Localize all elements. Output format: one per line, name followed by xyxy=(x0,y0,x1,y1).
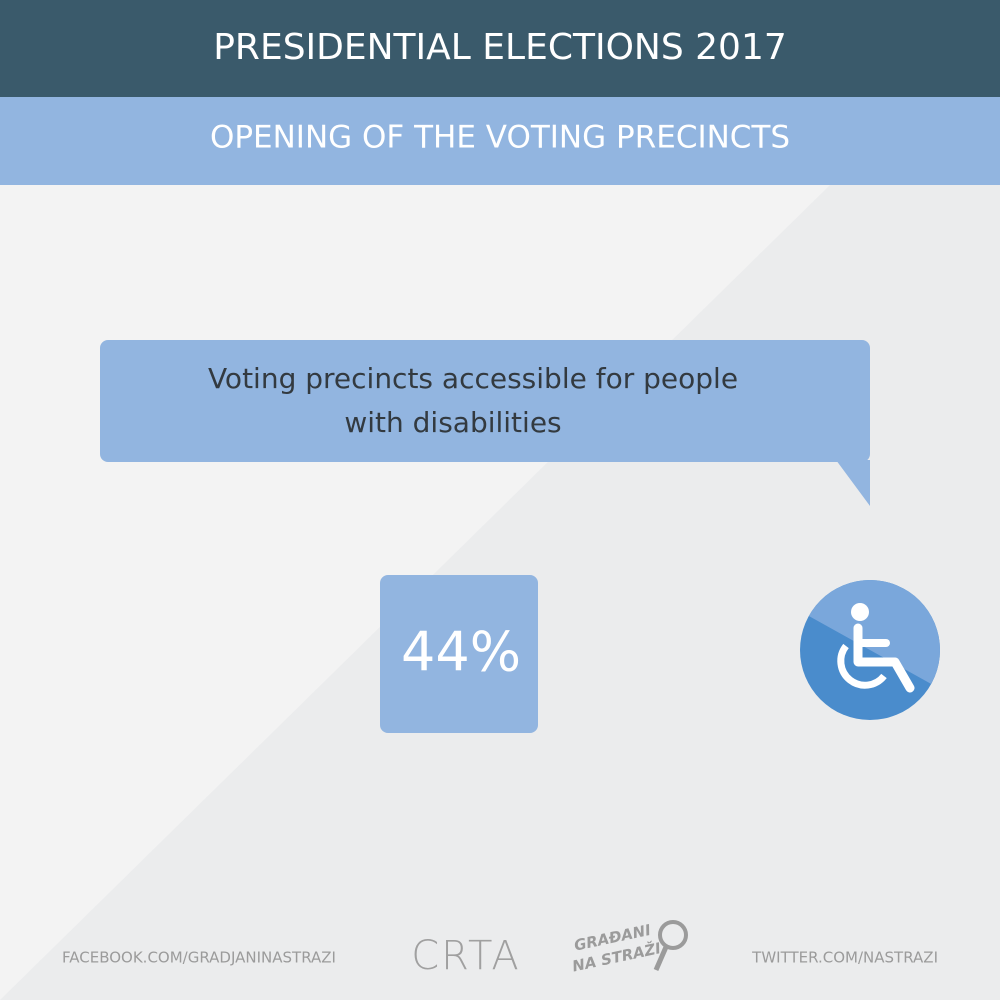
stat-value: 44% xyxy=(401,621,521,684)
twitter-link: TWITTER.COM/NASTRAZI xyxy=(751,949,938,967)
stat-box xyxy=(380,575,538,733)
callout-box xyxy=(100,340,870,462)
facebook-link: FACEBOOK.COM/GRADJANINASTRAZI xyxy=(62,949,336,967)
callout-line: Voting precincts accessible for people xyxy=(208,362,738,395)
callout-tail xyxy=(836,460,870,506)
magnifier-icon xyxy=(658,920,688,950)
magnifier-handle xyxy=(653,946,669,971)
logo-crta: CRTA xyxy=(411,933,521,979)
header-bar xyxy=(0,0,1000,97)
subtitle: OPENING OF THE VOTING PRECINCTS xyxy=(210,120,790,156)
title: PRESIDENTIAL ELECTIONS 2017 xyxy=(213,27,787,68)
subtitle-bar xyxy=(0,97,1000,185)
wheelchair-icon xyxy=(800,580,940,720)
callout-line: with disabilities xyxy=(344,406,561,439)
